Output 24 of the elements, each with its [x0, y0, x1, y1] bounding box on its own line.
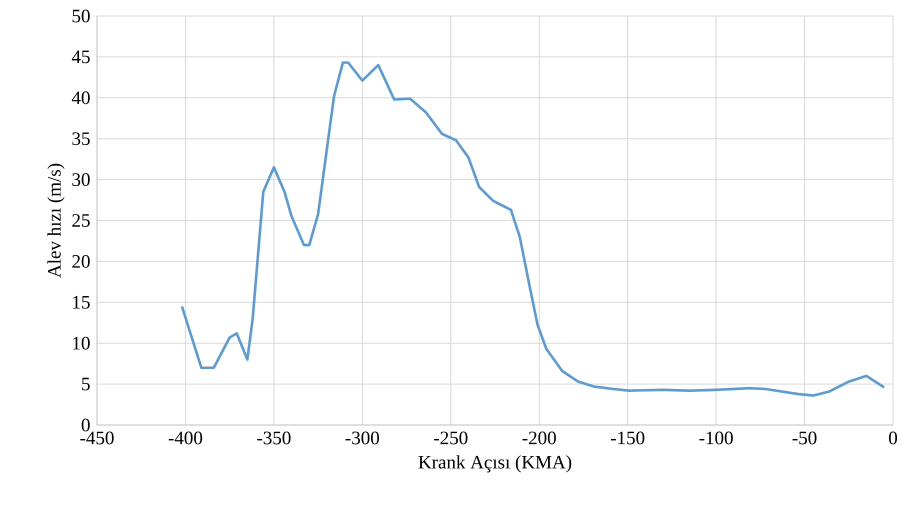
x-tick-label: -150	[610, 432, 644, 444]
y-tick-label: 0	[82, 418, 90, 432]
y-axis-title: Alev hızı (m/s)	[47, 164, 65, 278]
y-tick-label: 40	[72, 91, 90, 104]
x-tick-label: -400	[168, 432, 202, 444]
x-tick-label: 0	[888, 432, 898, 444]
y-tick-label: 35	[72, 132, 90, 146]
x-tick-label: -350	[257, 432, 291, 444]
y-tick-label: 15	[73, 296, 90, 309]
x-tick-label: -300	[346, 432, 380, 444]
line-series	[180, 61, 886, 397]
y-tick-label: 45	[72, 50, 90, 64]
y-tick-label: 20	[72, 254, 90, 268]
y-tick-label: 5	[82, 378, 90, 390]
x-tick-label: -100	[699, 432, 733, 444]
y-tick-label: 50	[72, 10, 90, 22]
y-tick-label: 30	[72, 173, 90, 186]
x-tick-label: -250	[434, 432, 468, 444]
x-tick-label: -50	[792, 432, 817, 444]
x-tick-label: -450	[80, 432, 114, 444]
x-axis-title: Krank Açısı (KMA)	[418, 455, 572, 472]
x-tick-label: -200	[522, 432, 556, 444]
y-tick-label: 25	[72, 214, 90, 227]
y-tick-label: 10	[73, 336, 90, 350]
